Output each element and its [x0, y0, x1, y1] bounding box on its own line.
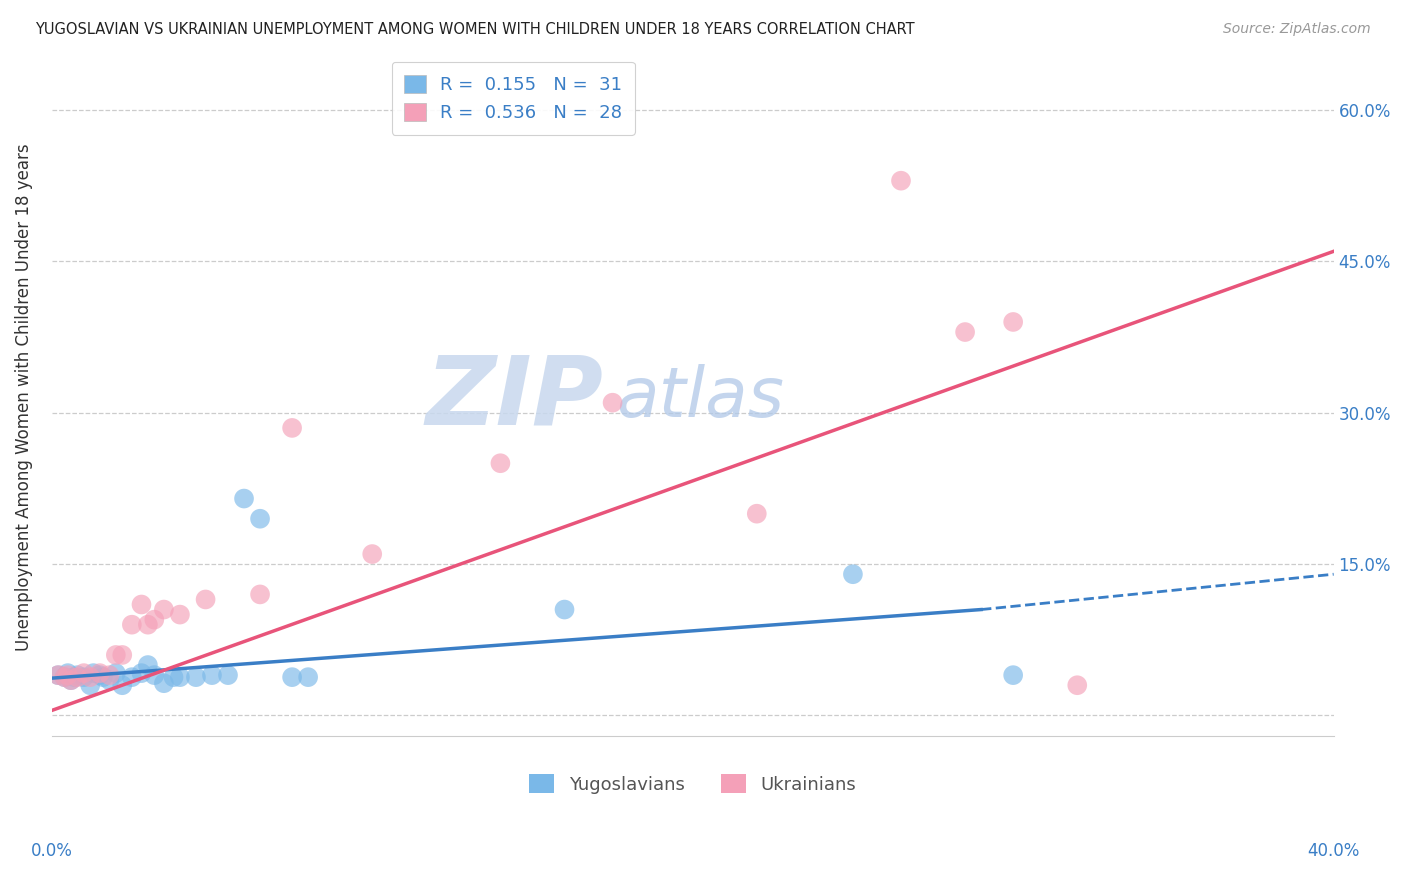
Point: [56, 668, 79, 682]
Point: [91, 670, 114, 684]
Point: [281, 421, 304, 435]
Point: [842, 567, 865, 582]
Point: [489, 456, 512, 470]
Point: [111, 678, 134, 692]
Point: [73, 670, 96, 684]
Point: [56, 666, 79, 681]
Point: [89, 666, 111, 681]
Point: [249, 587, 271, 601]
Point: [98, 668, 121, 682]
Point: [53, 670, 76, 684]
Point: [136, 658, 159, 673]
Point: [59, 673, 82, 688]
Point: [1002, 668, 1025, 682]
Point: [53, 670, 76, 684]
Point: [131, 598, 153, 612]
Point: [98, 673, 121, 688]
Text: Source: ZipAtlas.com: Source: ZipAtlas.com: [1223, 22, 1371, 37]
Point: [249, 512, 271, 526]
Point: [745, 507, 768, 521]
Point: [553, 602, 575, 616]
Text: ZIP: ZIP: [425, 351, 603, 444]
Point: [46, 668, 69, 682]
Point: [201, 668, 224, 682]
Y-axis label: Unemployment Among Women with Children Under 18 years: Unemployment Among Women with Children U…: [15, 144, 32, 651]
Point: [297, 670, 319, 684]
Point: [153, 602, 176, 616]
Point: [73, 666, 96, 681]
Point: [121, 670, 143, 684]
Point: [953, 325, 976, 339]
Point: [79, 678, 101, 692]
Point: [111, 648, 134, 662]
Point: [143, 613, 166, 627]
Point: [890, 174, 912, 188]
Point: [602, 395, 624, 409]
Point: [169, 607, 191, 622]
Point: [184, 670, 207, 684]
Legend: Yugoslavians, Ukrainians: Yugoslavians, Ukrainians: [519, 764, 868, 805]
Point: [136, 617, 159, 632]
Point: [59, 673, 82, 688]
Point: [1066, 678, 1088, 692]
Text: YUGOSLAVIAN VS UKRAINIAN UNEMPLOYMENT AMONG WOMEN WITH CHILDREN UNDER 18 YEARS C: YUGOSLAVIAN VS UKRAINIAN UNEMPLOYMENT AM…: [35, 22, 915, 37]
Point: [162, 670, 184, 684]
Point: [169, 670, 191, 684]
Point: [1002, 315, 1025, 329]
Point: [153, 676, 176, 690]
Point: [194, 592, 217, 607]
Point: [89, 668, 111, 682]
Text: 0.0%: 0.0%: [31, 842, 73, 860]
Point: [281, 670, 304, 684]
Point: [233, 491, 256, 506]
Text: atlas: atlas: [616, 364, 783, 431]
Point: [79, 670, 101, 684]
Point: [121, 617, 143, 632]
Point: [143, 668, 166, 682]
Text: 40.0%: 40.0%: [1308, 842, 1360, 860]
Point: [361, 547, 384, 561]
Point: [131, 666, 153, 681]
Point: [63, 670, 86, 684]
Point: [66, 670, 89, 684]
Point: [82, 666, 104, 681]
Point: [104, 648, 127, 662]
Point: [104, 666, 127, 681]
Point: [217, 668, 239, 682]
Point: [46, 668, 69, 682]
Point: [66, 668, 89, 682]
